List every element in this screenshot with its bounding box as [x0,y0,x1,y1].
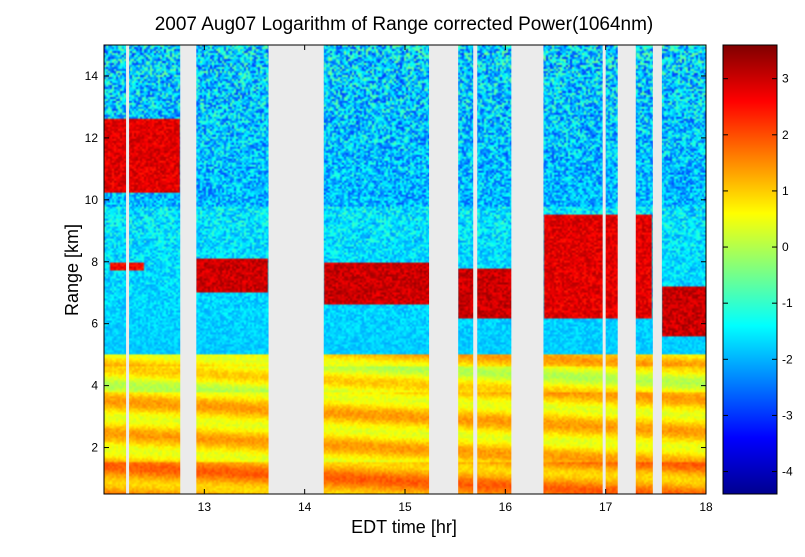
no-data-gaps [126,45,662,494]
colorbar-tick-label: 0 [782,240,789,254]
x-tick-label: 15 [398,500,412,514]
no-data-gap [473,45,478,494]
y-axis-label: Range [km] [62,224,82,316]
y-tick-label: 4 [91,379,98,393]
no-data-gap [180,45,197,494]
y-axis: 2 4 6 8 10 12 14 [85,69,706,455]
x-tick-label: 17 [599,500,613,514]
x-axis-label: EDT time [hr] [351,517,457,537]
colorbar-tick-label: -4 [782,465,793,479]
no-data-gap [511,45,544,494]
y-tick-label: 14 [85,69,99,83]
no-data-gap [126,45,130,494]
x-tick-label: 18 [699,500,713,514]
y-tick-label: 2 [91,441,98,455]
x-tick-label: 13 [198,500,212,514]
no-data-gap [617,45,636,494]
x-axis: 13 14 15 16 17 18 [198,45,713,514]
colorbar-tick-label: -1 [782,296,793,310]
no-data-gap [268,45,324,494]
colorbar-tick-label: 2 [782,128,789,142]
colorbar-tick-label: -3 [782,408,793,422]
colorbar-axis: 3 2 1 0 -1 -2 -3 -4 [723,72,793,479]
y-tick-label: 12 [85,131,99,145]
no-data-gap [429,45,459,494]
y-tick-label: 10 [85,193,99,207]
x-tick-label: 16 [499,500,513,514]
x-tick-label: 14 [298,500,312,514]
colorbar-tick-label: 3 [782,72,789,86]
colorbar-tick-label: -2 [782,352,793,366]
colorbar [722,44,778,495]
no-data-gap [652,45,662,494]
y-tick-label: 8 [91,255,98,269]
chart-title: 2007 Aug07 Logarithm of Range corrected … [155,14,654,35]
y-tick-label: 6 [91,317,98,331]
no-data-gap [602,45,606,494]
colorbar-tick-label: 1 [782,184,789,198]
